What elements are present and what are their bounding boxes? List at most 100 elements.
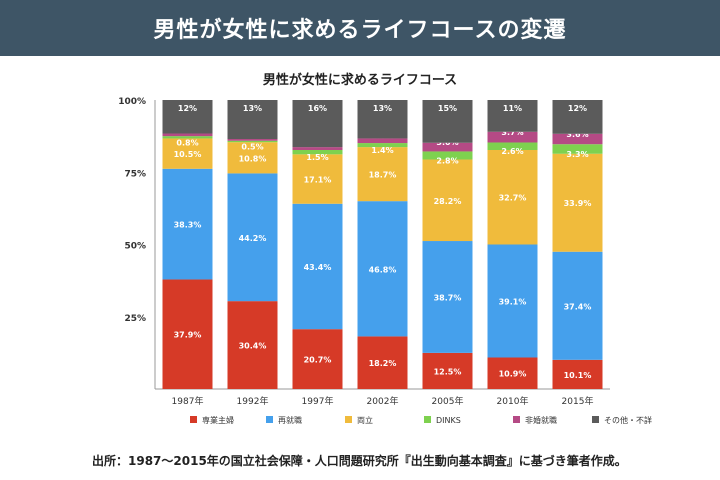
data-label: 12%	[178, 104, 197, 113]
legend-swatch	[592, 416, 599, 423]
data-label: 0.8%	[176, 138, 198, 147]
bar-segment	[487, 131, 538, 143]
chart-title: 男性が女性に求めるライフコース	[263, 72, 457, 88]
data-label: 12%	[568, 104, 587, 113]
banner-title: 男性が女性に求めるライフコースの変遷	[153, 18, 567, 43]
bar-segment	[227, 100, 278, 140]
x-tick-label: 1987年	[172, 395, 204, 407]
bar-segment	[422, 100, 473, 143]
x-tick-label: 2002年	[367, 395, 399, 407]
bar-segment	[292, 329, 343, 389]
bar-segment	[227, 140, 278, 143]
legend-label: DINKS	[436, 416, 461, 425]
bar-segment	[422, 142, 473, 152]
data-label: 33.9%	[564, 199, 592, 208]
data-label: 13%	[373, 104, 392, 113]
bar-segment	[552, 251, 603, 360]
data-label: 46.8%	[369, 265, 397, 274]
bar-segment	[162, 136, 213, 139]
legend-label: 専業主婦	[202, 415, 234, 425]
data-label: 38.7%	[434, 293, 462, 302]
bar-segment	[292, 203, 343, 330]
legend-label: 非婚就職	[525, 415, 557, 425]
bar-segment	[162, 168, 213, 280]
bar-segment	[357, 147, 408, 202]
legend-swatch	[424, 416, 431, 423]
y-tick-label: 25%	[124, 314, 146, 324]
bar-segment	[487, 244, 538, 358]
source-note: 出所：1987〜2015年の国立社会保障・人口問題研究所『出生動向基本調査』に基…	[92, 454, 627, 468]
y-tick-label: 75%	[124, 169, 146, 179]
legend-swatch	[266, 416, 273, 423]
bar-segment	[227, 142, 278, 174]
data-label: 32.7%	[499, 194, 527, 203]
data-label: 15%	[438, 104, 457, 113]
bar-segment	[422, 159, 473, 242]
data-label: 10.1%	[564, 371, 592, 380]
bar-segment	[227, 139, 278, 141]
bar-segment	[422, 352, 473, 389]
x-tick-label: 1997年	[302, 395, 334, 407]
data-label: 20.7%	[304, 356, 332, 365]
y-tick-label: 100%	[118, 97, 146, 107]
bar-segment	[162, 138, 213, 169]
bar-segment	[357, 201, 408, 337]
data-label: 1.4%	[371, 146, 393, 155]
data-label: 1.5%	[306, 153, 328, 162]
bar-segment	[292, 154, 343, 204]
data-label: 3.6%	[566, 130, 588, 139]
data-label: 13%	[243, 104, 262, 113]
data-label: 2.6%	[501, 147, 523, 156]
bar-segment	[162, 279, 213, 389]
data-label: 43.4%	[304, 263, 332, 272]
data-label: 12.5%	[434, 367, 462, 376]
bar-segment	[422, 151, 473, 160]
bar-segment	[292, 149, 343, 155]
bar-segment	[552, 359, 603, 389]
data-label: 10.9%	[499, 370, 527, 379]
data-label: 11%	[503, 104, 522, 113]
data-label: 30.4%	[239, 342, 267, 351]
data-label: 10.5%	[174, 150, 202, 159]
data-label: 38.3%	[174, 221, 202, 230]
data-label: 17.1%	[304, 176, 332, 185]
data-label: 44.2%	[239, 234, 267, 243]
legend-swatch	[190, 416, 197, 423]
legend-swatch	[345, 416, 352, 423]
title-banner: 男性が女性に求めるライフコースの変遷	[0, 0, 720, 56]
bar-segment	[552, 133, 603, 145]
data-label: 18.2%	[369, 359, 397, 368]
bar-segment	[487, 357, 538, 389]
bar-segment	[357, 336, 408, 389]
legend-label: 再就職	[278, 415, 302, 425]
bar-segment	[422, 241, 473, 353]
stacked-bar-chart: 男性が女性に求めるライフコース 25% 50% 75% 100% 37.9% 38.3% 10…	[118, 72, 652, 425]
legend-label: その他・不詳	[604, 415, 652, 425]
x-tick-label: 1992年	[237, 395, 269, 407]
x-tick-label: 2010年	[497, 395, 529, 407]
bar-segment	[487, 142, 538, 150]
bar-segment	[552, 153, 603, 252]
bar-segment	[227, 301, 278, 389]
bar-segment	[487, 149, 538, 245]
bar-segment	[292, 100, 343, 148]
bar-segment	[552, 100, 603, 134]
x-tick-label: 2005年	[432, 395, 464, 407]
bar-segment	[292, 147, 343, 150]
data-label: 3.7%	[501, 128, 523, 137]
bar-segment	[162, 100, 213, 134]
data-label: 10.8%	[239, 154, 267, 163]
data-label: 2.8%	[436, 156, 458, 165]
data-label: 39.1%	[499, 297, 527, 306]
legend-swatch	[513, 416, 520, 423]
data-label: 28.2%	[434, 197, 462, 206]
y-tick-label: 50%	[124, 242, 146, 252]
bar-segment	[357, 143, 408, 148]
bar-segment	[357, 138, 408, 144]
bar-segment	[487, 100, 538, 132]
data-label: 18.7%	[369, 171, 397, 180]
bar-segment	[162, 133, 213, 137]
data-label: 37.4%	[564, 302, 592, 311]
data-label: 37.9%	[174, 331, 202, 340]
data-label: 16%	[308, 104, 327, 113]
